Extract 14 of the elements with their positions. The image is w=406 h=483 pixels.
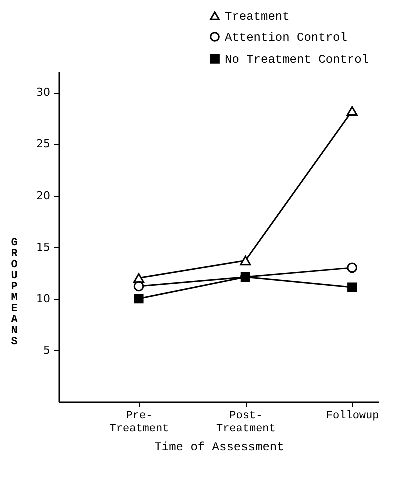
y-tick-label: 25 (36, 138, 50, 151)
legend-label: Treatment (225, 10, 290, 24)
x-tick-label: Post- Treatment (216, 410, 276, 436)
x-tick-label: Pre- Treatment (110, 410, 170, 436)
x-axis-title: Time of Assessment (154, 440, 284, 454)
y-tick-label: 20 (36, 189, 50, 202)
text: GROUP MEANS (11, 238, 18, 348)
legend-label: No Treatment Control (225, 53, 370, 67)
legend-label: Attention Control (225, 31, 348, 45)
y-tick-label: 5 (44, 344, 50, 357)
x-tick-label: Followup (326, 410, 380, 422)
y-tick-label: 15 (36, 240, 50, 254)
y-tick-label: 10 (36, 292, 50, 306)
y-tick-label: 30 (36, 86, 50, 100)
